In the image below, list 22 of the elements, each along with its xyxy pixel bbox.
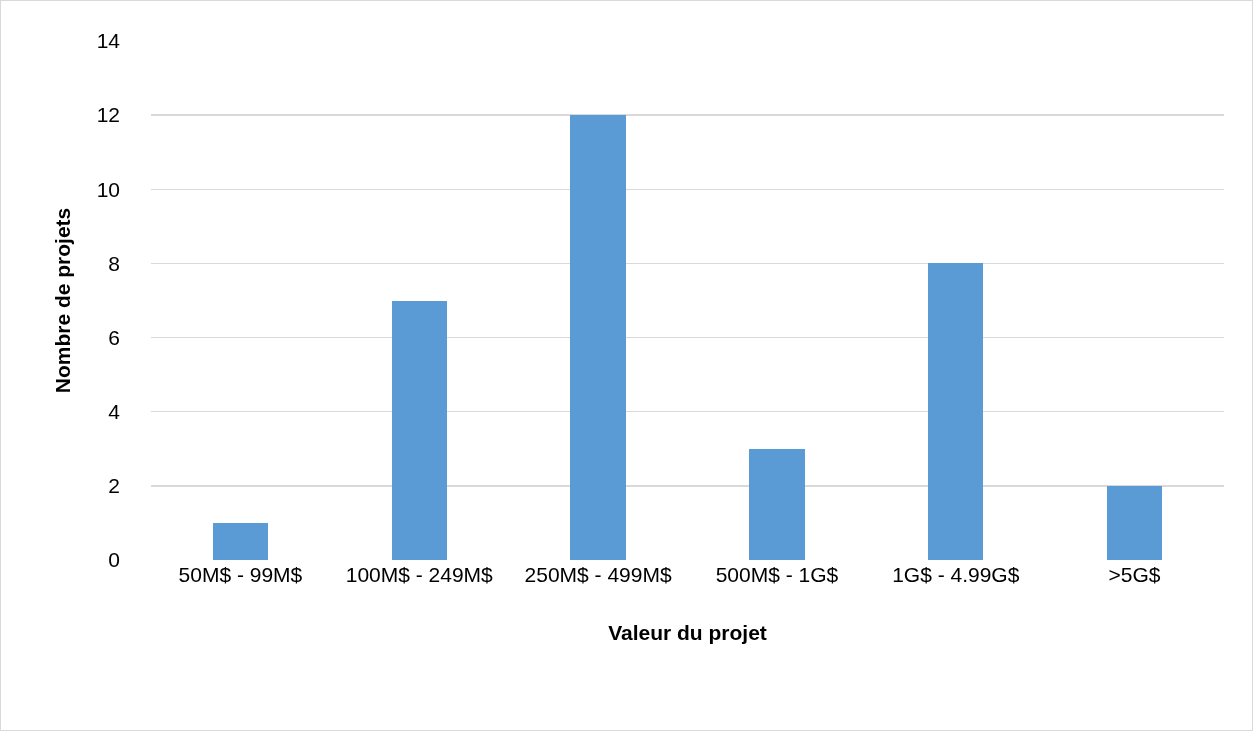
y-tick-label: 12 [96, 103, 120, 127]
x-tick-label: 1G$ - 4.99G$ [892, 563, 1020, 586]
y-tick-label: 14 [96, 29, 121, 53]
y-axis-title: Nombre de projets [50, 207, 74, 394]
y-tick-label: 6 [108, 325, 120, 349]
x-axis-title: Valeur du projet [608, 621, 767, 645]
bar [928, 263, 984, 560]
y-tick-label: 0 [108, 548, 120, 572]
x-tick-label: >5G$ [1108, 563, 1161, 586]
y-tick-label: 2 [108, 474, 120, 498]
y-tick-label: 10 [96, 177, 120, 201]
bar [570, 115, 626, 560]
bar [212, 522, 269, 560]
y-tick-label: 4 [108, 400, 121, 424]
y-tick-label: 8 [108, 251, 120, 275]
x-tick-label: 250M$ - 499M$ [524, 563, 672, 586]
x-tick-label: 500M$ - 1G$ [715, 563, 839, 586]
x-tick-label: 50M$ - 99M$ [178, 563, 303, 586]
bar [749, 448, 805, 560]
x-tick-label: 100M$ - 249M$ [345, 563, 494, 586]
bar [391, 300, 447, 560]
bar [1106, 485, 1163, 560]
